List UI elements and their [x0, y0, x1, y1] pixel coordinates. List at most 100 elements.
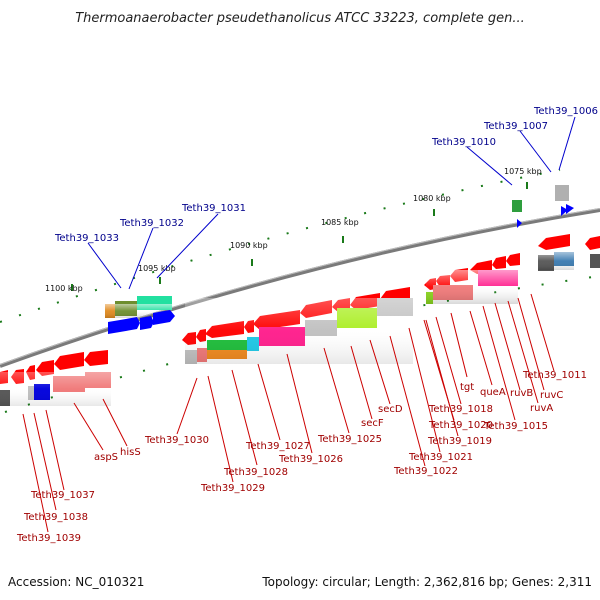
major-tick [159, 277, 161, 284]
major-tick [251, 259, 253, 266]
forward-gene-arrow[interactable] [566, 204, 574, 214]
gene-label[interactable]: Teth39_1032 [119, 218, 184, 229]
gene-label[interactable]: ruvA [530, 403, 553, 414]
blue-gene-labels: Teth39_1006 Teth39_1007 Teth39_1010 Teth… [54, 106, 598, 244]
leader-line [128, 227, 154, 290]
leader-line [507, 300, 539, 404]
gene-label[interactable]: ruvC [540, 390, 563, 401]
gene-label[interactable]: Teth39_1037 [30, 490, 95, 501]
forward-strand-genes [105, 185, 574, 334]
forward-gene-arrow[interactable] [108, 320, 123, 334]
tick-label: 1080 kbp [413, 194, 451, 203]
gene-label[interactable]: Teth39_1026 [278, 454, 343, 465]
gene-label[interactable]: Teth39_1033 [54, 233, 119, 244]
leader-line [156, 213, 219, 279]
major-tick [433, 209, 435, 216]
gene-label[interactable]: Teth39_1020 [428, 420, 493, 431]
reverse-strand-genes [0, 253, 520, 406]
leader-line [389, 335, 426, 467]
tick-label: 1090 kbp [230, 241, 268, 250]
leader-line [519, 130, 552, 173]
gene-label[interactable]: aspS [94, 452, 118, 463]
leader-line [450, 312, 468, 378]
reverse-strand-genes-upper [538, 234, 600, 271]
tick-track [0, 169, 600, 413]
leader-line [87, 242, 122, 289]
leader-line [558, 116, 576, 171]
gene-label[interactable]: secD [378, 404, 403, 415]
forward-gene-arrow[interactable] [140, 316, 154, 330]
major-tick [526, 182, 528, 189]
reverse-gene-arrow[interactable] [84, 350, 108, 366]
leader-line [423, 319, 455, 421]
leader-line [530, 293, 555, 372]
gene-label[interactable]: Teth39_1029 [200, 483, 265, 494]
leader-line [408, 327, 441, 453]
blue-leader-lines [87, 116, 576, 290]
gene-label[interactable]: Teth39_1019 [427, 436, 492, 447]
gene-label[interactable]: Teth39_1028 [223, 467, 288, 478]
red-leader-lines [22, 293, 555, 533]
gene-gloss [426, 270, 518, 304]
forward-gene-arrow[interactable] [517, 219, 522, 228]
gene-label[interactable]: tgt [460, 382, 474, 393]
leader-line [45, 409, 65, 491]
gene-label[interactable]: ruvB [510, 388, 533, 399]
genome-backbone-highlight [0, 208, 600, 365]
reverse-gene-arrow[interactable] [492, 256, 506, 269]
accession-text: Accession: NC_010321 [8, 575, 144, 589]
leader-line [494, 302, 521, 391]
gene-label[interactable]: Teth39_1021 [408, 452, 473, 463]
map-title: Thermoanaerobacter pseudethanolicus ATCC… [75, 11, 525, 26]
tick-label: 1085 kbp [321, 218, 359, 227]
reverse-gene-arrow[interactable] [506, 253, 520, 266]
leader-line [469, 310, 493, 386]
reverse-gene-arrow[interactable] [585, 236, 600, 250]
forward-gene-arrow[interactable] [120, 317, 140, 332]
gene-label[interactable]: Teth39_1039 [16, 533, 81, 544]
gene-gloss [0, 372, 111, 406]
gene-block[interactable] [590, 254, 600, 268]
gene-label[interactable]: Teth39_1011 [522, 370, 587, 381]
leader-line [350, 345, 373, 420]
leader-line [466, 146, 513, 186]
gene-label[interactable]: Teth39_1027 [245, 441, 310, 452]
leader-line [22, 413, 49, 533]
leader-line [207, 375, 234, 483]
reverse-gene-arrow[interactable] [538, 234, 570, 250]
gene-label[interactable]: Teth39_1010 [431, 137, 496, 148]
gene-label[interactable]: Teth39_1025 [317, 434, 382, 445]
gene-label[interactable]: Teth39_1015 [483, 421, 548, 432]
gene-label[interactable]: hisS [120, 447, 141, 458]
red-gene-labels: Teth39_1011 ruvC ruvA ruvB Teth39_1015 q… [16, 370, 587, 544]
major-tick [342, 236, 344, 243]
gene-label[interactable]: queA [480, 387, 506, 398]
gene-block[interactable] [555, 185, 569, 201]
topology-summary: Topology: circular; Length: 2,362,816 bp… [261, 575, 592, 589]
leader-line [231, 369, 258, 466]
leader-line [435, 316, 462, 405]
gene-label[interactable]: Teth39_1030 [144, 435, 209, 446]
forward-gene-arrow[interactable] [561, 206, 568, 216]
gene-label[interactable]: secF [361, 418, 384, 429]
reverse-gene-arrow[interactable] [54, 352, 84, 370]
genome-backbone [0, 208, 600, 368]
leader-line [257, 363, 281, 441]
gene-label[interactable]: Teth39_1022 [393, 466, 458, 477]
gene-gloss [185, 298, 413, 364]
leader-line [176, 377, 198, 435]
gene-label[interactable]: Teth39_1018 [428, 404, 493, 415]
gene-label[interactable]: Teth39_1006 [533, 106, 598, 117]
tick-label: 1075 kbp [504, 167, 542, 176]
gene-block[interactable] [512, 200, 522, 212]
leader-line [286, 353, 313, 454]
gene-label[interactable]: Teth39_1038 [23, 512, 88, 523]
leader-line [517, 297, 545, 391]
leader-line [482, 305, 516, 421]
gene-label[interactable]: Teth39_1031 [181, 203, 246, 214]
gene-label[interactable]: Teth39_1007 [483, 121, 548, 132]
forward-gene-arrow[interactable] [153, 310, 175, 325]
tick-label: 1095 kbp [138, 264, 176, 273]
